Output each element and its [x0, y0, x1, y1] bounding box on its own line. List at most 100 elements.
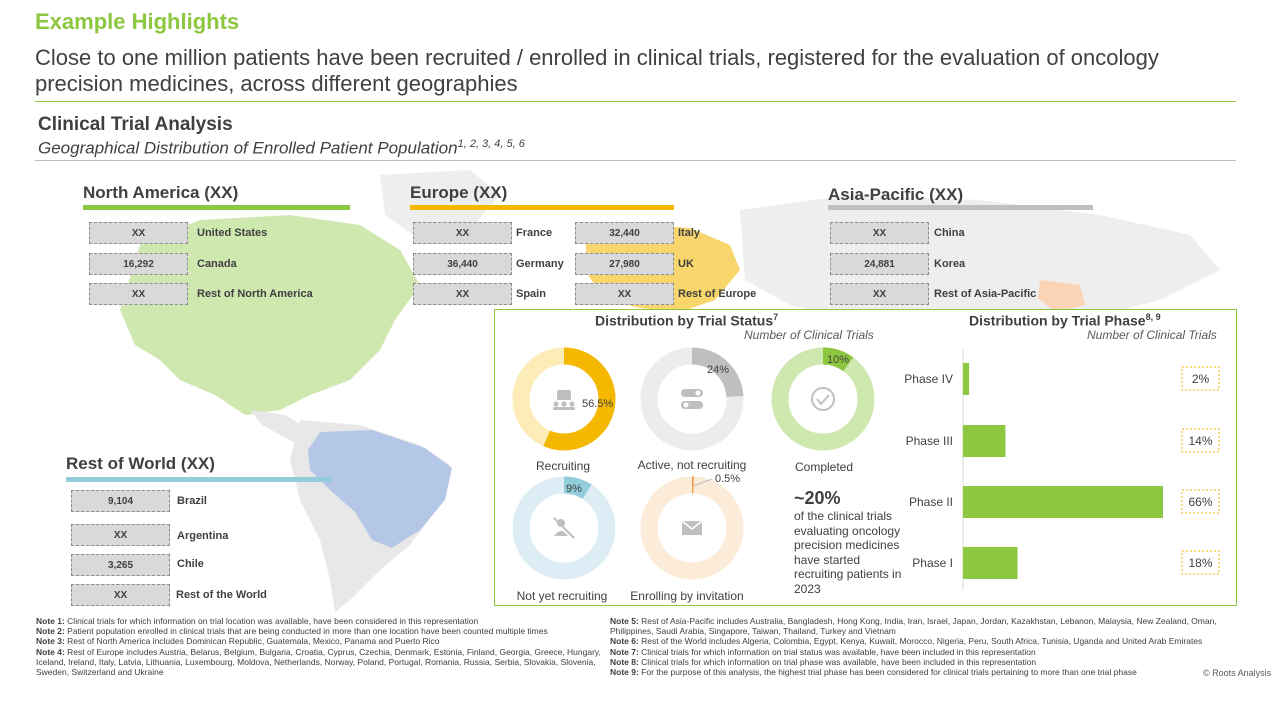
trial-status-donuts [512, 347, 875, 580]
check-circle-icon-glyph [811, 387, 835, 411]
no-users-icon-glyph [553, 517, 575, 539]
check-circle-icon [806, 382, 840, 416]
label-spain: Spain [516, 288, 546, 300]
note-text: Rest of the World includes Algeria, Colo… [641, 636, 1203, 647]
note-item: Note 5: Rest of Asia-Pacific includes Au… [610, 616, 1230, 636]
label-rest-of-the-world: Rest of the World [176, 589, 267, 601]
value-box-china: XX [830, 222, 929, 244]
section-divider [35, 160, 1236, 161]
value-box-rest-of-asia-pacific: XX [830, 283, 929, 305]
note-item: Note 8: Clinical trials for which inform… [610, 657, 1230, 667]
donut-label-active-not-recruiting: Active, not recruiting [637, 458, 747, 472]
leader-line [692, 478, 713, 487]
callout-percentage: ~20% [794, 488, 841, 508]
phase-pct-box [1181, 428, 1220, 453]
phase-bar [963, 486, 1163, 518]
donut-segment [640, 347, 744, 451]
label-brazil: Brazil [177, 495, 207, 507]
phase-pct: 14% [1188, 434, 1212, 448]
note-key: Note 9: [610, 667, 642, 678]
donut-segment [512, 476, 616, 580]
trial-status-title-ref: 7 [773, 312, 779, 322]
value-box-argentina: XX [71, 524, 170, 546]
toggle-icon-glyph [681, 389, 703, 409]
trial-phase-chart: Phase IV 2% Phase III 14% Phase II 66% Phase I… [904, 350, 1220, 590]
label-rest-of-asia-pacific: Rest of Asia-Pacific [934, 288, 1037, 300]
label-korea: Korea [934, 258, 966, 270]
header-divider [35, 101, 1236, 102]
value-box-korea: 24,881 [830, 253, 929, 275]
value-box-uk: 27,980 [575, 253, 674, 275]
note-key: Note 4: [36, 646, 68, 657]
donut-active-not-recruiting [640, 347, 744, 451]
note-item: Note 4: Rest of Europe includes Austria,… [36, 647, 608, 678]
copyright: © Roots Analysis [1203, 668, 1272, 678]
note-text: Rest of Asia-Pacific includes Australia,… [610, 616, 1217, 637]
notes-right: Note 5: Rest of Asia-Pacific includes Au… [610, 616, 1230, 677]
value-box-chile: 3,265 [71, 554, 170, 576]
trial-status-title: Distribution by Trial Status7 [595, 312, 778, 329]
note-key: Note 7: [610, 646, 642, 657]
donut-recruiting [512, 347, 616, 451]
note-text: Clinical trials for which information on… [641, 656, 1037, 667]
notes-left: Note 1: Clinical trials for which inform… [36, 616, 608, 677]
region-bar-north-america [83, 205, 350, 210]
donut-segment [771, 347, 875, 451]
note-key: Note 5: [610, 616, 642, 626]
phase-label: Phase I [912, 556, 953, 570]
label-germany: Germany [516, 258, 564, 270]
note-item: Note 9: For the purpose of this analysis… [610, 667, 1230, 677]
note-item: Note 1: Clinical trials for which inform… [36, 616, 608, 626]
map-brazil [308, 430, 452, 548]
section-subtitle-refs: 1, 2, 3, 4, 5, 6 [457, 138, 525, 150]
value-box-canada: 16,292 [89, 253, 188, 275]
value-box-united-states: XX [89, 222, 188, 244]
label-france: France [516, 227, 553, 239]
header-kicker: Example Highlights [35, 9, 240, 34]
label-china: China [934, 227, 965, 239]
region-title-asia-pacific: Asia-Pacific (XX) [828, 185, 964, 204]
label-italy: Italy [678, 227, 701, 239]
note-item: Note 7: Clinical trials for which inform… [610, 647, 1230, 657]
donut-label-enrolling-by-invitation: Enrolling by invitation [630, 589, 744, 603]
region-title-rest-of-world: Rest of World (XX) [66, 454, 215, 473]
label-uk: UK [678, 258, 694, 270]
trial-phase-title-text: Distribution by Trial Phase [969, 312, 1146, 329]
label-chile: Chile [177, 558, 204, 570]
callout-text: of the clinical trials evaluating oncolo… [794, 509, 902, 596]
note-key: Note 3: [36, 636, 68, 647]
donut-segment [640, 476, 744, 580]
phase-pct-box [1181, 489, 1220, 514]
region-title-north-america: North America (XX) [83, 183, 239, 202]
value-box-rest-of-the-world: XX [71, 584, 170, 606]
note-item: Note 2: Patient population enrolled in c… [36, 626, 608, 636]
toggle-icon [675, 382, 709, 416]
headline: Close to one million patients have been … [35, 45, 1159, 96]
note-text: Rest of Europe includes Austria, Belarus… [36, 646, 601, 678]
phase-label: Phase IV [904, 372, 953, 386]
map-korea [1038, 280, 1085, 312]
trial-status-title-text: Distribution by Trial Status [595, 312, 774, 329]
phase-bar [963, 425, 1006, 457]
phase-bar [963, 547, 1018, 579]
note-text: Rest of North America includes Dominican… [67, 636, 440, 647]
donut-pct-active-not-recruiting: 24% [707, 364, 730, 376]
donut-label-not-yet-recruiting: Not yet recruiting [516, 589, 608, 603]
donut-not-yet-recruiting [512, 476, 616, 580]
section-subtitle: Geographical Distribution of Enrolled Pa… [38, 138, 525, 159]
envelope-icon-glyph [681, 520, 703, 535]
donut-enrolling-by-invitation [640, 476, 744, 580]
phase-pct-box [1181, 366, 1220, 391]
phase-pct: 18% [1188, 556, 1212, 570]
note-key: Note 2: [36, 626, 68, 637]
donut-pct-recruiting: 56.5% [582, 398, 614, 410]
phase-bar [963, 363, 970, 395]
label-argentina: Argentina [177, 530, 229, 542]
trial-phase-subtitle: Number of Clinical Trials [1087, 328, 1217, 342]
donut-label-recruiting: Recruiting [535, 459, 591, 473]
section-subtitle-text: Geographical Distribution of Enrolled Pa… [38, 138, 458, 158]
value-box-rest-of-europe: XX [575, 283, 674, 305]
note-key: Note 1: [36, 616, 68, 626]
section-title: Clinical Trial Analysis [38, 114, 233, 135]
label-rest-of-europe: Rest of Europe [678, 288, 757, 300]
